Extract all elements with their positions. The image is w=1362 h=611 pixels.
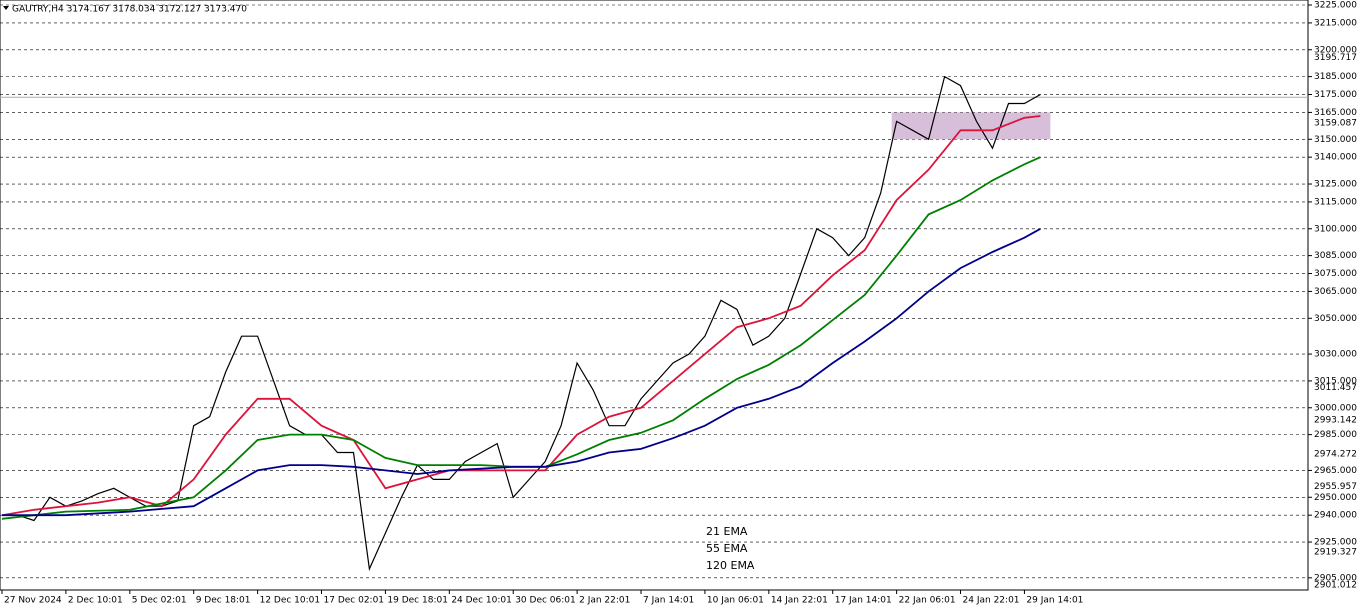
y-tick-label: 3115.000 bbox=[1314, 197, 1357, 207]
x-tick-label: 24 Jan 22:01 bbox=[963, 596, 1020, 606]
y-tick-label: 3050.000 bbox=[1314, 314, 1357, 324]
x-tick-label: 19 Dec 18:01 bbox=[387, 596, 448, 606]
y-tick-label: 3200.000 bbox=[1314, 45, 1357, 55]
x-tick-label: 14 Jan 22:01 bbox=[771, 596, 828, 606]
x-tick-label: 9 Dec 18:01 bbox=[196, 596, 251, 606]
y-tick-label: 3175.000 bbox=[1314, 90, 1357, 100]
menu-arrow bbox=[3, 6, 9, 10]
x-tick-label: 2 Jan 22:01 bbox=[579, 596, 630, 606]
price-line bbox=[2, 75, 1041, 572]
y-tick-label: 3085.000 bbox=[1314, 251, 1357, 261]
y-tick-label: 3030.000 bbox=[1314, 350, 1357, 360]
ema-label: 120 EMA bbox=[706, 559, 755, 572]
ema-line bbox=[1, 115, 1041, 517]
y-tick-label: 2925.000 bbox=[1314, 538, 1357, 548]
x-tick-label: 30 Dec 06:01 bbox=[515, 596, 576, 606]
y-tick-label: 3075.000 bbox=[1314, 269, 1357, 279]
y-tick-label: 2905.000 bbox=[1314, 573, 1357, 583]
y-tick-label: 3215.000 bbox=[1314, 18, 1357, 28]
x-tick-label: 2 Dec 10:01 bbox=[68, 596, 123, 606]
y-tick-label: 2985.000 bbox=[1314, 430, 1357, 440]
plot-frame bbox=[0, 0, 1309, 591]
x-tick-label: 17 Dec 02:01 bbox=[324, 596, 385, 606]
x-tick-label: 27 Nov 2024 bbox=[4, 596, 62, 606]
y-tick-label: 3065.000 bbox=[1314, 287, 1357, 297]
x-tick-label: 29 Jan 14:01 bbox=[1026, 596, 1083, 606]
level-label: 3195.717 bbox=[1314, 53, 1357, 63]
x-tick-label: 10 Jan 06:01 bbox=[707, 596, 764, 606]
y-tick-label: 2950.000 bbox=[1314, 493, 1357, 503]
price-zone bbox=[891, 112, 1051, 140]
y-tick-label: 3000.000 bbox=[1314, 403, 1357, 413]
ema-line bbox=[1, 156, 1041, 520]
y-tick-label: 3140.000 bbox=[1314, 153, 1357, 163]
level-label: 2974.272 bbox=[1314, 449, 1357, 459]
x-tick-label: 5 Dec 02:01 bbox=[132, 596, 187, 606]
y-tick-label: 2940.000 bbox=[1314, 511, 1357, 521]
level-label: 2955.957 bbox=[1314, 482, 1357, 492]
y-tick-label: 3100.000 bbox=[1314, 224, 1357, 234]
y-tick-label: 3150.000 bbox=[1314, 135, 1357, 145]
x-tick-label: 7 Jan 14:01 bbox=[643, 596, 694, 606]
ema-label: 21 EMA bbox=[706, 525, 748, 538]
ema-line bbox=[2, 228, 1041, 517]
x-tick-label: 17 Jan 14:01 bbox=[835, 596, 892, 606]
x-tick-label: 24 Dec 10:01 bbox=[451, 596, 512, 606]
level-label: 2919.327 bbox=[1314, 548, 1357, 558]
level-label: 2901.012 bbox=[1314, 580, 1357, 590]
level-label: 3011.457 bbox=[1314, 383, 1357, 393]
y-tick-label: 2965.000 bbox=[1314, 466, 1357, 476]
y-tick-label: 3125.000 bbox=[1314, 180, 1357, 190]
y-tick-label: 3015.000 bbox=[1314, 376, 1357, 386]
chart-title: GAUTRY,H4 3174.167 3178.034 3172.127 317… bbox=[12, 5, 247, 15]
ema-label: 55 EMA bbox=[706, 542, 748, 555]
y-tick-label: 3165.000 bbox=[1314, 108, 1357, 118]
x-tick-label: 22 Jan 06:01 bbox=[899, 596, 956, 606]
level-label: 2993.142 bbox=[1314, 416, 1357, 426]
x-tick-label: 12 Dec 10:01 bbox=[260, 596, 321, 606]
level-label: 3159.087 bbox=[1314, 118, 1357, 128]
y-tick-label: 3225.000 bbox=[1314, 1, 1357, 11]
y-tick-label: 3185.000 bbox=[1314, 72, 1357, 82]
